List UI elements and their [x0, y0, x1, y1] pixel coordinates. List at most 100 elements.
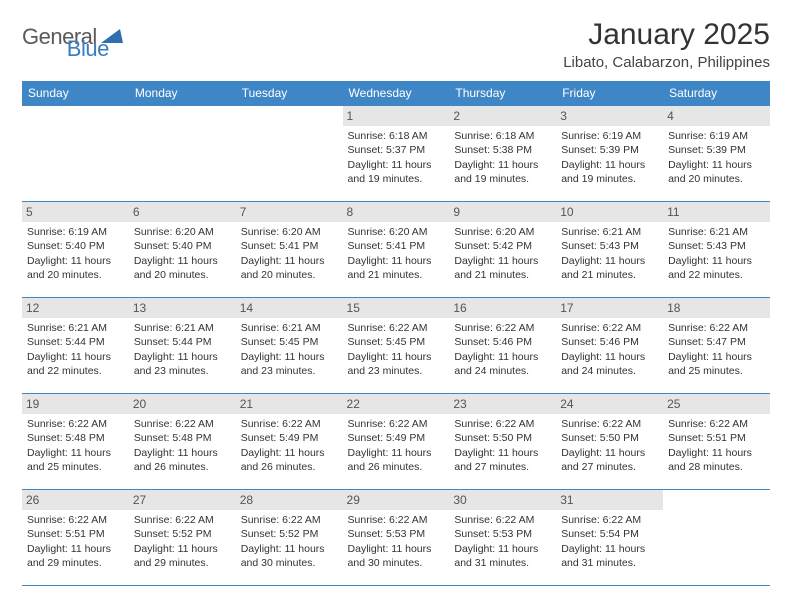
day-header: Thursday	[449, 81, 556, 106]
day-number: 3	[556, 106, 663, 126]
day-number: 1	[343, 106, 450, 126]
day-number: 8	[343, 202, 450, 222]
calendar-cell: 1Sunrise: 6:18 AMSunset: 5:37 PMDaylight…	[343, 106, 450, 202]
calendar-row: 1Sunrise: 6:18 AMSunset: 5:37 PMDaylight…	[22, 106, 770, 202]
day-details: Sunrise: 6:21 AMSunset: 5:43 PMDaylight:…	[668, 225, 765, 282]
day-number: 22	[343, 394, 450, 414]
day-number: 16	[449, 298, 556, 318]
calendar-row: 19Sunrise: 6:22 AMSunset: 5:48 PMDayligh…	[22, 394, 770, 490]
day-details: Sunrise: 6:22 AMSunset: 5:51 PMDaylight:…	[668, 417, 765, 474]
calendar-cell: 27Sunrise: 6:22 AMSunset: 5:52 PMDayligh…	[129, 490, 236, 586]
calendar-cell	[663, 490, 770, 586]
day-details: Sunrise: 6:22 AMSunset: 5:51 PMDaylight:…	[27, 513, 124, 570]
day-details: Sunrise: 6:19 AMSunset: 5:39 PMDaylight:…	[561, 129, 658, 186]
day-header: Monday	[129, 81, 236, 106]
day-details: Sunrise: 6:20 AMSunset: 5:42 PMDaylight:…	[454, 225, 551, 282]
calendar-cell: 7 Sunrise: 6:20 AMSunset: 5:41 PMDaylight…	[236, 202, 343, 298]
calendar-cell: 23 Sunrise: 6:22 AMSunset: 5:50 PMDayligh…	[449, 394, 556, 490]
day-details: Sunrise: 6:19 AMSunset: 5:39 PMDaylight:…	[668, 129, 765, 186]
day-number: 15	[343, 298, 450, 318]
day-details: Sunrise: 6:22 AMSunset: 5:50 PMDaylight:…	[454, 417, 551, 474]
day-number: 14	[236, 298, 343, 318]
day-number: 20	[129, 394, 236, 414]
calendar-cell: 3 Sunrise: 6:19 AMSunset: 5:39 PMDaylight…	[556, 106, 663, 202]
day-number: 9	[449, 202, 556, 222]
calendar-cell: 28Sunrise: 6:22 AMSunset: 5:52 PMDayligh…	[236, 490, 343, 586]
day-header: Wednesday	[343, 81, 450, 106]
day-number: 13	[129, 298, 236, 318]
day-details: Sunrise: 6:22 AMSunset: 5:48 PMDaylight:…	[134, 417, 231, 474]
day-details: Sunrise: 6:22 AMSunset: 5:54 PMDaylight:…	[561, 513, 658, 570]
calendar-cell: 22 Sunrise: 6:22 AMSunset: 5:49 PMDayligh…	[343, 394, 450, 490]
day-header: Tuesday	[236, 81, 343, 106]
day-header: Friday	[556, 81, 663, 106]
calendar-cell: 31Sunrise: 6:22 AMSunset: 5:54 PMDayligh…	[556, 490, 663, 586]
day-number: 29	[343, 490, 450, 510]
day-number: 24	[556, 394, 663, 414]
calendar-row: 5 Sunrise: 6:19 AMSunset: 5:40 PMDaylight…	[22, 202, 770, 298]
day-number: 17	[556, 298, 663, 318]
day-details: Sunrise: 6:21 AMSunset: 5:44 PMDaylight:…	[134, 321, 231, 378]
day-details: Sunrise: 6:22 AMSunset: 5:50 PMDaylight:…	[561, 417, 658, 474]
calendar-cell: 10Sunrise: 6:21 AMSunset: 5:43 PMDayligh…	[556, 202, 663, 298]
calendar-cell	[236, 106, 343, 202]
day-number: 4	[663, 106, 770, 126]
calendar-table: SundayMondayTuesdayWednesdayThursdayFrid…	[22, 81, 770, 586]
day-number: 5	[22, 202, 129, 222]
calendar-cell: 14 Sunrise: 6:21 AMSunset: 5:45 PMDayligh…	[236, 298, 343, 394]
day-number: 7	[236, 202, 343, 222]
day-details: Sunrise: 6:21 AMSunset: 5:44 PMDaylight:…	[27, 321, 124, 378]
calendar-body: 1Sunrise: 6:18 AMSunset: 5:37 PMDaylight…	[22, 106, 770, 586]
day-header-row: SundayMondayTuesdayWednesdayThursdayFrid…	[22, 81, 770, 106]
calendar-cell: 24 Sunrise: 6:22 AMSunset: 5:50 PMDayligh…	[556, 394, 663, 490]
calendar-cell: 26 Sunrise: 6:22 AMSunset: 5:51 PMDayligh…	[22, 490, 129, 586]
calendar-cell: 2 Sunrise: 6:18 AMSunset: 5:38 PMDaylight…	[449, 106, 556, 202]
day-header: Sunday	[22, 81, 129, 106]
calendar-cell: 30Sunrise: 6:22 AMSunset: 5:53 PMDayligh…	[449, 490, 556, 586]
day-details: Sunrise: 6:22 AMSunset: 5:47 PMDaylight:…	[668, 321, 765, 378]
header: General Blue January 2025 Libato, Calaba…	[22, 18, 770, 71]
calendar-cell: 16Sunrise: 6:22 AMSunset: 5:46 PMDayligh…	[449, 298, 556, 394]
day-details: Sunrise: 6:22 AMSunset: 5:49 PMDaylight:…	[241, 417, 338, 474]
day-number: 26	[22, 490, 129, 510]
day-number: 18	[663, 298, 770, 318]
month-title: January 2025	[563, 18, 770, 52]
day-details: Sunrise: 6:21 AMSunset: 5:45 PMDaylight:…	[241, 321, 338, 378]
day-number: 12	[22, 298, 129, 318]
day-details: Sunrise: 6:22 AMSunset: 5:45 PMDaylight:…	[348, 321, 445, 378]
day-details: Sunrise: 6:22 AMSunset: 5:49 PMDaylight:…	[348, 417, 445, 474]
calendar-cell: 4 Sunrise: 6:19 AMSunset: 5:39 PMDaylight…	[663, 106, 770, 202]
calendar-cell: 8Sunrise: 6:20 AMSunset: 5:41 PMDaylight…	[343, 202, 450, 298]
calendar-row: 26 Sunrise: 6:22 AMSunset: 5:51 PMDayligh…	[22, 490, 770, 586]
day-number: 21	[236, 394, 343, 414]
day-number: 2	[449, 106, 556, 126]
day-details: Sunrise: 6:20 AMSunset: 5:40 PMDaylight:…	[134, 225, 231, 282]
calendar-cell: 13 Sunrise: 6:21 AMSunset: 5:44 PMDayligh…	[129, 298, 236, 394]
calendar-cell: 15 Sunrise: 6:22 AMSunset: 5:45 PMDayligh…	[343, 298, 450, 394]
day-details: Sunrise: 6:22 AMSunset: 5:52 PMDaylight:…	[241, 513, 338, 570]
calendar-cell: 12 Sunrise: 6:21 AMSunset: 5:44 PMDayligh…	[22, 298, 129, 394]
day-number: 23	[449, 394, 556, 414]
day-details: Sunrise: 6:22 AMSunset: 5:53 PMDaylight:…	[348, 513, 445, 570]
calendar-cell: 5 Sunrise: 6:19 AMSunset: 5:40 PMDaylight…	[22, 202, 129, 298]
day-number: 30	[449, 490, 556, 510]
calendar-cell: 11 Sunrise: 6:21 AMSunset: 5:43 PMDayligh…	[663, 202, 770, 298]
location: Libato, Calabarzon, Philippines	[563, 54, 770, 71]
day-details: Sunrise: 6:19 AMSunset: 5:40 PMDaylight:…	[27, 225, 124, 282]
calendar-cell: 17Sunrise: 6:22 AMSunset: 5:46 PMDayligh…	[556, 298, 663, 394]
calendar-row: 12Sunrise: 6:21 AMSunset: 5:44 PMDayligh…	[22, 298, 770, 394]
day-number: 11	[663, 202, 770, 222]
day-details: Sunrise: 6:22 AMSunset: 5:48 PMDaylight:…	[27, 417, 124, 474]
calendar-cell	[22, 106, 129, 202]
day-details: Sunrise: 6:18 AMSunset: 5:38 PMDaylight:…	[454, 129, 551, 186]
calendar-cell: 25 Sunrise: 6:22 AMSunset: 5:51 PMDayligh…	[663, 394, 770, 490]
day-number: 25	[663, 394, 770, 414]
logo-text-blue: Blue	[67, 36, 109, 61]
day-number: 10	[556, 202, 663, 222]
calendar-cell: 9 Sunrise: 6:20 AMSunset: 5:42 PMDaylight…	[449, 202, 556, 298]
calendar-cell: 19Sunrise: 6:22 AMSunset: 5:48 PMDayligh…	[22, 394, 129, 490]
day-details: Sunrise: 6:20 AMSunset: 5:41 PMDaylight:…	[241, 225, 338, 282]
header-right: January 2025 Libato, Calabarzon, Philipp…	[563, 18, 770, 71]
calendar-cell	[129, 106, 236, 202]
page: General Blue January 2025 Libato, Calaba…	[0, 0, 792, 612]
